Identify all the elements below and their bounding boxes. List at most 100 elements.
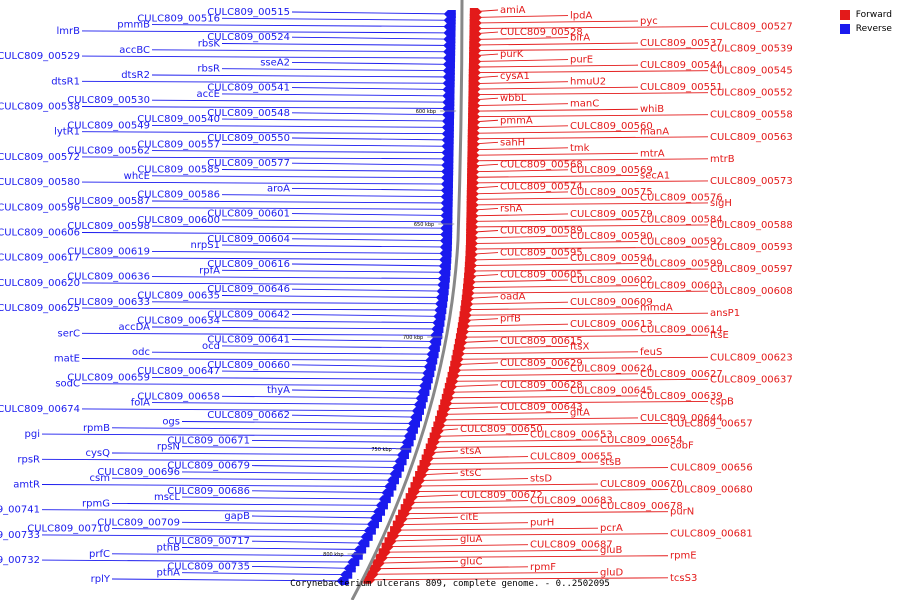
gene-label[interactable]: tmk — [570, 143, 590, 154]
gene-arrow[interactable] — [443, 28, 456, 37]
gene-arrow[interactable] — [378, 495, 391, 504]
gene-label[interactable]: CULC809_00601 — [207, 209, 290, 220]
gene-arrow[interactable] — [433, 312, 446, 321]
gene-label[interactable]: lytR1 — [54, 127, 80, 138]
gene-label[interactable]: lpdA — [570, 11, 592, 22]
gene-label[interactable]: gluB — [600, 545, 622, 556]
gene-label[interactable]: CULC809_00592 — [640, 237, 723, 248]
gene-label[interactable]: CULC809_00527 — [710, 22, 793, 33]
gene-label[interactable]: rshA — [500, 203, 523, 214]
gene-arrow[interactable] — [440, 211, 453, 220]
gene-arrow[interactable] — [435, 299, 448, 308]
gene-arrow[interactable] — [441, 167, 454, 176]
gene-label[interactable]: secA1 — [640, 170, 670, 181]
gene-label[interactable]: purE — [570, 55, 593, 66]
gene-label[interactable]: CULC809_00623 — [710, 352, 793, 363]
gene-arrow[interactable] — [392, 463, 405, 472]
gene-arrow[interactable] — [442, 60, 455, 69]
gene-label[interactable]: purK — [500, 49, 524, 60]
gene-label[interactable]: CULC809_00679 — [167, 461, 250, 472]
gene-arrow[interactable] — [440, 186, 453, 195]
gene-label[interactable]: csm — [90, 473, 110, 484]
gene-arrow[interactable] — [417, 388, 430, 396]
gene-label[interactable]: dtsR1 — [51, 76, 80, 87]
gene-label[interactable]: ftsX — [570, 341, 589, 352]
gene-label[interactable]: CULC809_00538 — [0, 102, 80, 113]
gene-arrow[interactable] — [340, 570, 353, 579]
gene-arrow[interactable] — [336, 577, 349, 585]
gene-label[interactable]: CULC809_00633 — [67, 297, 150, 308]
gene-label[interactable]: gluA — [460, 534, 482, 545]
gene-arrow[interactable] — [441, 129, 454, 138]
gene-label[interactable]: CULC809_00681 — [670, 529, 753, 540]
gene-label[interactable]: ftsE — [710, 330, 729, 341]
gene-label[interactable]: CULC809_00589 — [500, 226, 583, 237]
gene-label[interactable]: CULC809_00635 — [137, 291, 220, 302]
gene-label[interactable]: CULC809_00639 — [640, 391, 723, 402]
gene-label[interactable]: CULC809_00686 — [167, 486, 250, 497]
gene-arrow[interactable] — [405, 425, 418, 434]
gene-label[interactable]: thyA — [267, 385, 290, 396]
gene-label[interactable]: gluC — [460, 556, 482, 567]
gene-label[interactable]: CULC809_00654 — [600, 435, 683, 446]
gene-label[interactable]: CULC809_00642 — [207, 309, 290, 320]
gene-label[interactable]: mtrA — [640, 148, 665, 159]
gene-label[interactable]: wbbL — [500, 93, 527, 104]
gene-label[interactable]: CULC809_00680 — [670, 485, 753, 496]
gene-label[interactable]: CULC809_00645 — [570, 385, 653, 396]
gene-label[interactable]: CULC809_00657 — [670, 418, 753, 429]
gene-label[interactable]: stsB — [600, 457, 621, 468]
gene-label[interactable]: CULC809_00628 — [500, 380, 583, 391]
gene-arrow[interactable] — [443, 22, 456, 31]
gene-arrow[interactable] — [403, 432, 416, 441]
gene-label[interactable]: CULC809_00644 — [640, 413, 723, 424]
gene-label[interactable]: prfC — [89, 549, 110, 560]
gene-arrow[interactable] — [443, 35, 456, 44]
gene-label[interactable]: CULC809_00599 — [640, 259, 723, 270]
gene-label[interactable]: ogs — [162, 417, 180, 428]
gene-arrow[interactable] — [442, 110, 455, 119]
gene-label[interactable]: CULC809_00616 — [207, 259, 290, 270]
gene-label[interactable]: CULC809_00588 — [710, 220, 793, 231]
gene-label[interactable]: CULC809_00614 — [640, 325, 723, 336]
gene-label[interactable]: rpsR — [17, 454, 40, 465]
gene-arrow[interactable] — [440, 192, 453, 201]
gene-label[interactable]: rpmG — [82, 498, 110, 509]
gene-label[interactable]: CULC809_00590 — [570, 231, 653, 242]
gene-label[interactable]: amtR — [13, 480, 40, 491]
gene-label[interactable]: cysA1 — [500, 71, 530, 82]
gene-arrow[interactable] — [441, 173, 454, 182]
gene-label[interactable]: rpmF — [530, 562, 556, 573]
gene-arrow[interactable] — [432, 318, 445, 327]
gene-label[interactable]: accBC — [119, 45, 150, 56]
gene-arrow[interactable] — [439, 255, 452, 264]
gene-arrow[interactable] — [442, 104, 455, 113]
gene-label[interactable]: purN — [670, 507, 694, 518]
gene-arrow[interactable] — [426, 350, 439, 359]
gene-label[interactable]: pthA — [157, 568, 181, 579]
gene-label[interactable]: folA — [131, 398, 150, 409]
gene-label[interactable]: gltA — [570, 407, 590, 418]
gene-label[interactable]: prfB — [500, 314, 521, 325]
gene-arrow[interactable] — [440, 236, 453, 245]
gene-arrow[interactable] — [441, 136, 454, 144]
gene-arrow[interactable] — [440, 180, 453, 189]
gene-arrow[interactable] — [442, 98, 455, 107]
gene-label[interactable]: CULC809_00539 — [710, 44, 793, 55]
gene-arrow[interactable] — [439, 243, 452, 252]
gene-arrow[interactable] — [442, 85, 455, 94]
gene-label[interactable]: CULC809_00658 — [137, 391, 220, 402]
gene-label[interactable]: CULC809_00580 — [0, 177, 80, 188]
gene-arrow[interactable] — [429, 337, 442, 346]
gene-arrow[interactable] — [443, 47, 456, 56]
gene-label[interactable]: CULC809_00595 — [500, 248, 583, 259]
gene-label[interactable]: CULC809_00629 — [500, 358, 583, 369]
gene-arrow[interactable] — [370, 514, 383, 522]
gene-label[interactable]: CULC809_00604 — [207, 234, 290, 245]
gene-label[interactable]: sseA2 — [260, 57, 290, 68]
gene-label[interactable]: CULC809_00655 — [530, 452, 613, 463]
gene-arrow[interactable] — [415, 394, 428, 403]
gene-label[interactable]: pgi — [25, 429, 40, 440]
gene-label[interactable]: CULC809_00600 — [137, 215, 220, 226]
gene-arrow[interactable] — [373, 507, 386, 516]
